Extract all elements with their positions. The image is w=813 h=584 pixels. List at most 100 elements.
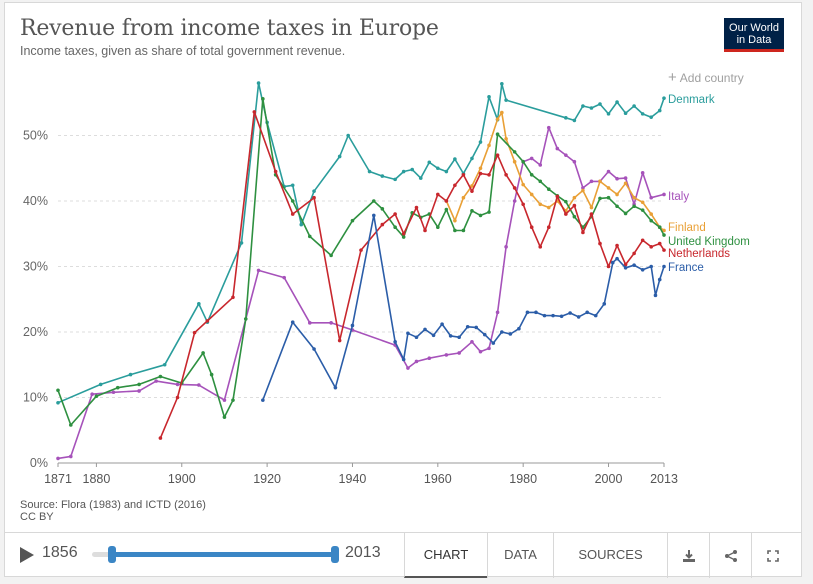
series-line-denmark [57, 82, 665, 404]
data-point [538, 163, 543, 167]
data-point [256, 268, 261, 273]
x-tick-label: 2013 [650, 472, 678, 486]
data-point [529, 156, 534, 161]
data-point [487, 143, 491, 148]
data-point [662, 192, 666, 197]
data-point [307, 321, 312, 325]
data-point [201, 351, 205, 355]
owid-logo[interactable]: Our World in Data [724, 18, 784, 52]
download-button[interactable] [667, 533, 709, 578]
data-point [307, 234, 312, 239]
data-point [504, 136, 508, 141]
plus-icon: + [668, 69, 677, 86]
data-point [500, 81, 504, 86]
start-year-label: 1856 [42, 544, 78, 561]
data-point [525, 310, 530, 315]
data-point [495, 132, 500, 136]
data-point [261, 398, 265, 402]
data-point [299, 222, 304, 227]
data-point [359, 248, 363, 252]
data-point [632, 195, 636, 200]
data-point [453, 218, 457, 223]
chart-subtitle: Income taxes, given as share of total go… [20, 44, 346, 58]
data-point [427, 356, 432, 361]
chart-frame [4, 2, 802, 577]
data-point [632, 204, 636, 209]
data-point [623, 176, 628, 180]
data-point [606, 112, 611, 116]
data-point [312, 195, 316, 200]
data-point [154, 379, 158, 383]
data-point [175, 382, 180, 387]
tab-sources[interactable]: SOURCES [553, 533, 667, 578]
data-point [615, 192, 619, 197]
source-text[interactable]: Source: Flora (1983) and ICTD (2016) [20, 499, 206, 511]
data-point [470, 184, 474, 188]
timeline-end-handle[interactable] [331, 546, 339, 563]
data-point [649, 115, 653, 119]
tab-data[interactable]: DATA [487, 533, 553, 578]
series-line-united-kingdom [57, 98, 665, 426]
data-point [115, 385, 120, 390]
share-icon [724, 549, 737, 562]
data-point [632, 263, 636, 267]
data-point [512, 150, 517, 154]
series-label: Netherlands [668, 248, 730, 260]
data-point [559, 314, 564, 319]
data-point [393, 340, 397, 344]
data-point [444, 353, 449, 357]
data-point [457, 335, 461, 340]
tab-chart[interactable]: CHART [404, 533, 487, 578]
timeline-start-handle[interactable] [108, 546, 116, 563]
data-point [401, 235, 406, 239]
data-point [564, 116, 568, 120]
play-icon[interactable] [20, 547, 34, 563]
data-point [197, 383, 201, 387]
data-point [555, 194, 560, 199]
data-point [529, 173, 534, 177]
fullscreen-button[interactable] [751, 533, 793, 578]
data-point [534, 310, 538, 315]
data-point [576, 315, 581, 319]
y-tick-label: 50% [23, 129, 48, 143]
license-text[interactable]: CC BY [20, 511, 54, 523]
data-point [606, 195, 611, 200]
data-point [69, 423, 73, 427]
data-point [615, 100, 619, 104]
data-point [393, 212, 397, 216]
data-point [640, 112, 645, 116]
data-point [610, 260, 615, 265]
data-point [158, 436, 163, 440]
data-point [111, 390, 116, 395]
add-country-button[interactable]: + Add country [668, 69, 744, 86]
data-point [261, 97, 265, 101]
data-point [252, 110, 257, 114]
data-point [623, 266, 628, 270]
data-point [282, 275, 286, 280]
data-point [649, 264, 653, 269]
data-point [623, 111, 628, 116]
data-point [662, 228, 666, 233]
data-point [495, 310, 500, 315]
data-point [551, 313, 555, 318]
share-button[interactable] [709, 533, 751, 578]
data-point [137, 382, 141, 387]
data-point [572, 203, 577, 208]
data-point [380, 207, 385, 211]
data-point [589, 205, 594, 210]
data-point [589, 106, 594, 110]
data-point [623, 262, 628, 267]
data-point [453, 228, 457, 233]
data-point [623, 181, 628, 186]
data-point [337, 338, 342, 343]
data-point [192, 330, 197, 335]
data-point [418, 176, 423, 180]
data-point [581, 230, 585, 235]
data-point [640, 208, 645, 212]
data-point [372, 213, 376, 218]
data-point [581, 186, 585, 190]
data-point [546, 125, 551, 130]
logo-line-2: in Data [736, 34, 772, 46]
data-point [69, 454, 73, 459]
data-point [606, 264, 611, 269]
